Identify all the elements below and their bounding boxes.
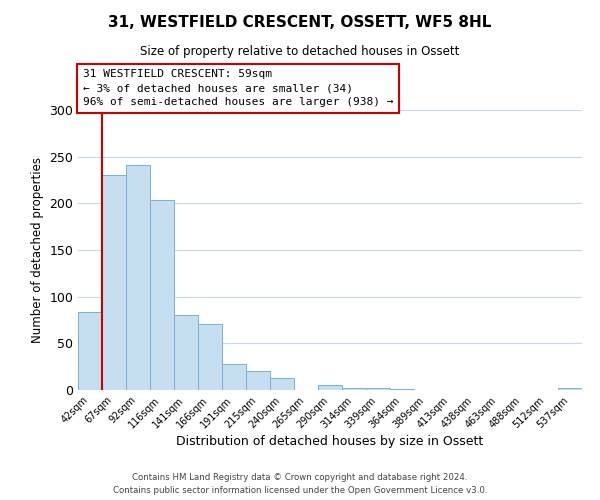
Bar (270, 378, 294, 390)
Bar (174, 316, 198, 390)
Bar (222, 364, 246, 390)
Bar (246, 372, 270, 390)
Bar (318, 386, 342, 390)
Text: Contains public sector information licensed under the Open Government Licence v3: Contains public sector information licen… (113, 486, 487, 495)
Bar (126, 165, 150, 390)
Bar (102, 176, 126, 390)
Bar (366, 388, 390, 390)
Bar (342, 388, 366, 390)
Bar (390, 389, 414, 390)
Text: 31 WESTFIELD CRESCENT: 59sqm
← 3% of detached houses are smaller (34)
96% of sem: 31 WESTFIELD CRESCENT: 59sqm ← 3% of det… (83, 69, 394, 107)
Bar (198, 324, 222, 390)
Bar (150, 200, 174, 390)
Bar (78, 312, 102, 390)
X-axis label: Distribution of detached houses by size in Ossett: Distribution of detached houses by size … (176, 436, 484, 448)
Bar (558, 388, 582, 390)
Y-axis label: Number of detached properties: Number of detached properties (31, 157, 44, 343)
Text: Contains HM Land Registry data © Crown copyright and database right 2024.: Contains HM Land Registry data © Crown c… (132, 474, 468, 482)
Text: 31, WESTFIELD CRESCENT, OSSETT, WF5 8HL: 31, WESTFIELD CRESCENT, OSSETT, WF5 8HL (109, 15, 491, 30)
Text: Size of property relative to detached houses in Ossett: Size of property relative to detached ho… (140, 45, 460, 58)
